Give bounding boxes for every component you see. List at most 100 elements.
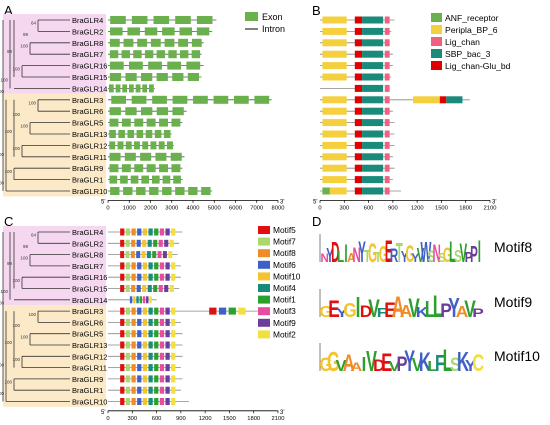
motif-block	[142, 330, 148, 338]
logo-letter: N	[320, 252, 328, 265]
panel-c-bootstrap-value: 100	[12, 278, 20, 283]
panel-c-gene-label: BraGLR8	[72, 251, 103, 260]
motif-block	[146, 251, 151, 259]
motif-block	[159, 364, 165, 372]
domain-lig-chan-glu	[439, 96, 447, 104]
panel-c-gene-label: BraGLR15	[72, 285, 107, 294]
exon-block	[167, 61, 182, 70]
motif-block	[131, 352, 136, 360]
motif-block	[171, 273, 176, 281]
exon-block	[179, 27, 192, 36]
motif-block	[154, 330, 159, 338]
logo-letter: V	[336, 357, 347, 374]
motif-block	[148, 386, 153, 394]
panel-c-bootstrap-value: 100	[4, 340, 12, 345]
motif-block	[148, 228, 153, 236]
motif-block	[125, 239, 130, 247]
exon-block	[158, 141, 165, 150]
exon-block	[109, 130, 116, 138]
panel-a-axis-start: 5'	[101, 199, 105, 205]
motif-block	[157, 251, 162, 259]
logo-letter: V	[464, 296, 476, 322]
panel-b-conserved-domains: 5' 3' 0 300 600 900 1200 1500 1800 2100 ANF_recept…	[313, 13, 511, 211]
motif-block	[171, 352, 176, 360]
domain-peripla	[322, 164, 347, 172]
logo-letter: K	[457, 346, 469, 378]
motif-block	[165, 307, 170, 315]
panel-c-axis-start: 5'	[101, 410, 105, 416]
panel-c-gene-label: BraGLR7	[72, 262, 103, 271]
logo-letter: V	[389, 360, 400, 375]
logo-letter: E	[384, 298, 396, 322]
domain-anf	[322, 187, 330, 195]
exon-block	[233, 95, 249, 104]
motif-block	[137, 398, 142, 405]
exon-block	[115, 84, 121, 93]
domain-peripla	[322, 130, 347, 138]
motif-block	[171, 330, 176, 338]
domain-lig-chan	[384, 119, 390, 127]
domain-peripla	[322, 119, 347, 127]
panel-c-gene-label: BraGLR11	[72, 364, 107, 373]
exon-block	[162, 27, 175, 36]
exon-block	[123, 187, 133, 195]
panel-c-gene-label: BraGLR3	[72, 307, 103, 316]
panel-a-tick-label: 7000	[250, 205, 263, 211]
logo-motif-label: Motif9	[494, 294, 532, 310]
motif-block	[164, 239, 169, 247]
motif-block	[131, 228, 136, 236]
motif-block	[148, 330, 153, 338]
exon-block	[149, 187, 159, 195]
panel-c-bootstrap-value: 99	[23, 244, 29, 249]
domain-sbp	[362, 119, 384, 127]
logo-letter: A	[456, 304, 469, 321]
panel-a-bootstrap-value: 99	[23, 32, 29, 37]
domain-peripla	[322, 50, 347, 58]
exon-block	[121, 118, 131, 127]
panel-b-tick-label: 600	[364, 205, 374, 211]
motif-block	[165, 341, 170, 349]
logo-letter: C	[472, 350, 484, 377]
logo-letter: L	[337, 248, 344, 267]
panel-a-bootstrap-value: 99	[7, 49, 13, 54]
domain-lig-chan	[384, 62, 390, 70]
legend-motif-swatch	[258, 284, 270, 292]
motif-block	[125, 307, 131, 315]
panel-a-bootstrap-value: 100	[12, 112, 20, 117]
panel-a-gene-label: BraGLR12	[72, 141, 107, 150]
panel-c-gene-label: BraGLR6	[72, 318, 103, 327]
legend-motif-label: Motif10	[273, 271, 301, 281]
motif-block	[125, 364, 131, 372]
motif-block	[169, 239, 174, 247]
panel-letter-d: D	[312, 214, 321, 229]
exon-block	[148, 61, 162, 70]
logo-letter: V	[368, 294, 380, 323]
exon-block	[175, 187, 185, 195]
motif-block	[139, 296, 142, 304]
legend-motif-label: Motif1	[273, 295, 296, 305]
domain-sbp	[362, 73, 384, 81]
domain-lig-chan-glu	[354, 141, 363, 149]
panel-b-tick-label: 1500	[435, 205, 448, 211]
panel-c-bootstrap-value: 100	[0, 363, 4, 368]
exon-block	[117, 141, 124, 150]
panel-a-gene-label: BraGLR10	[72, 187, 107, 196]
panel-a-bootstrap-value: 100	[0, 180, 4, 185]
motif-block	[218, 307, 227, 315]
exon-block	[172, 73, 184, 81]
logo-letter: F	[435, 352, 445, 377]
motif-block	[137, 352, 142, 360]
motif-block	[159, 228, 165, 236]
exon-block	[133, 50, 142, 59]
motif-block	[171, 386, 176, 394]
exon-block	[141, 107, 153, 116]
motif-block	[131, 341, 136, 349]
motif-block	[165, 364, 170, 372]
motif-block	[159, 262, 165, 270]
exon-block	[159, 164, 168, 173]
panel-a-gene-label: BraGLR15	[72, 73, 107, 82]
logo-letter: L	[433, 290, 444, 325]
legend-domain-swatch	[431, 49, 442, 58]
legend-motif-label: Motif2	[273, 329, 296, 339]
exon-block	[154, 130, 162, 138]
